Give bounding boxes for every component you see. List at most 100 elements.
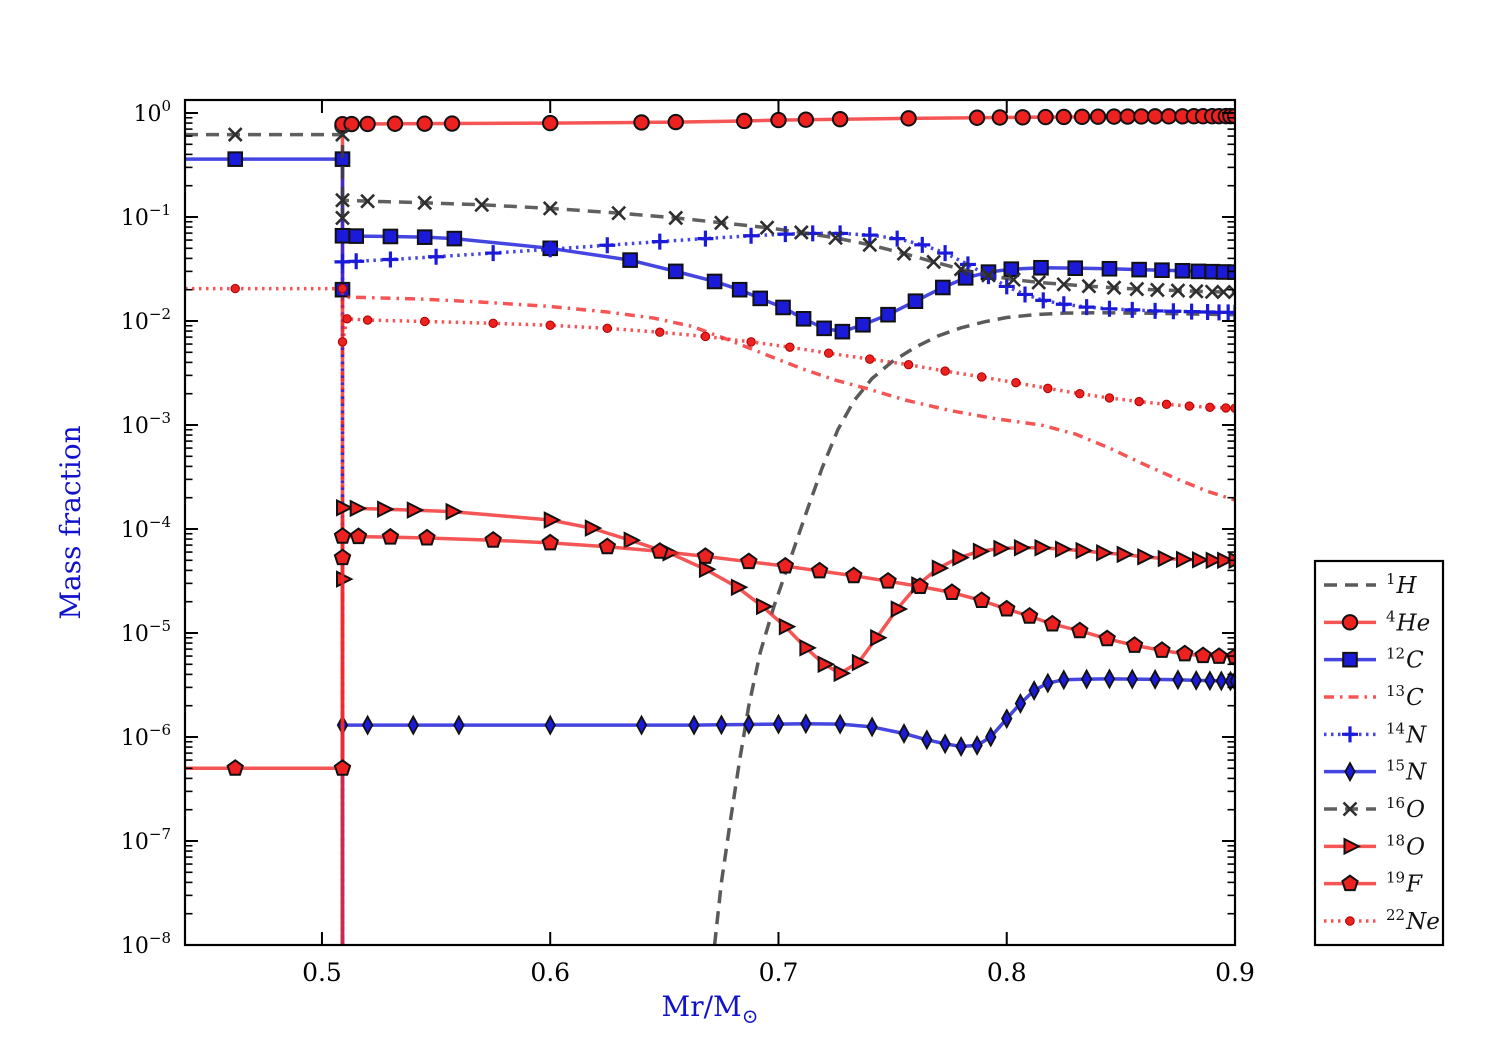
data-point-marker: [1031, 274, 1047, 290]
data-point-marker: [900, 110, 917, 127]
data-point-marker: [1147, 302, 1164, 319]
data-point-marker: [831, 110, 849, 128]
data-point-marker: [1154, 262, 1170, 278]
data-point-marker: [333, 759, 352, 776]
legend-item-19F: 19F: [1324, 869, 1423, 898]
series-4He-markers: [334, 107, 1234, 135]
y-tick-label: 10−5: [121, 617, 171, 647]
data-point-marker: [866, 716, 878, 738]
series-15N-markers: [336, 668, 1234, 757]
data-point-marker: [1172, 669, 1184, 691]
data-point-marker: [418, 528, 436, 546]
data-point-marker: [991, 109, 1009, 126]
legend-item-18O: 18O: [1324, 831, 1425, 860]
data-point-marker: [416, 115, 433, 132]
data-point-marker: [651, 233, 668, 250]
data-point-marker: [1078, 299, 1095, 316]
data-point-marker: [1037, 108, 1054, 126]
data-point-marker: [921, 729, 933, 751]
data-point-marker: [1028, 680, 1040, 701]
y-tick-label: 10−7: [121, 825, 171, 855]
legend-item-12C: 12C: [1324, 645, 1424, 674]
legend-label: 18O: [1386, 831, 1425, 860]
data-point-marker: [1116, 545, 1135, 564]
data-point-marker: [935, 279, 951, 296]
data-point-marker: [775, 299, 791, 316]
data-point-marker: [816, 320, 832, 337]
data-point-marker: [348, 228, 364, 244]
data-point-marker: [485, 245, 502, 262]
data-point-marker: [1343, 837, 1362, 856]
data-point-marker: [1341, 874, 1359, 892]
data-point-marker: [743, 227, 760, 244]
data-point-marker: [359, 115, 376, 133]
data-point-marker: [1042, 672, 1054, 694]
data-point-marker: [1014, 693, 1027, 714]
data-point-marker: [416, 229, 433, 245]
data-point-marker: [1075, 388, 1085, 399]
data-point-marker: [770, 111, 787, 129]
data-point-marker: [1080, 668, 1093, 690]
x-tick-label: 0.7: [759, 958, 799, 987]
legend: 1H 4He 12C 13C 14N 15N 16O 18O 19F 22Ne: [1313, 559, 1445, 947]
data-point-marker: [985, 726, 997, 748]
data-point-marker: [611, 205, 627, 221]
data-point-marker: [903, 360, 914, 370]
data-point-marker: [1217, 551, 1234, 570]
data-point-marker: [337, 337, 348, 347]
data-point-marker: [386, 115, 404, 132]
data-point-marker: [1205, 551, 1224, 570]
data-point-marker: [417, 195, 433, 211]
data-point-marker: [1191, 551, 1210, 569]
data-point-marker: [952, 548, 970, 567]
data-point-marker: [349, 527, 368, 545]
legend-label: 12C: [1386, 645, 1424, 674]
data-point-marker: [1210, 647, 1228, 664]
data-point-marker: [337, 283, 348, 294]
data-point-marker: [1194, 646, 1212, 664]
data-point-marker: [898, 723, 910, 745]
data-point-marker: [926, 254, 942, 270]
series-4He: [334, 107, 1234, 944]
data-point-marker: [1160, 108, 1178, 125]
series-13C-line: [340, 295, 1234, 944]
data-point-marker: [1174, 262, 1191, 279]
y-tick-label: 10−1: [121, 201, 171, 231]
data-point-marker: [706, 273, 723, 290]
x-tick-label: 0.5: [302, 958, 342, 987]
data-point-marker: [834, 713, 846, 735]
data-point-marker: [1175, 644, 1194, 662]
data-point-marker: [1344, 761, 1356, 783]
data-point-marker: [1204, 284, 1220, 300]
series-19F: [186, 527, 1234, 776]
data-point-marker: [453, 714, 465, 736]
data-point-marker: [939, 733, 951, 755]
data-point-marker: [542, 114, 559, 132]
data-point-marker: [731, 281, 748, 298]
series-16O-line: [186, 132, 1234, 294]
data-point-marker: [817, 655, 836, 674]
data-point-marker: [1001, 708, 1013, 730]
data-point-marker: [349, 499, 368, 518]
legend-label: 15N: [1386, 757, 1427, 786]
data-point-marker: [599, 237, 616, 254]
data-point-marker: [845, 566, 863, 584]
data-point-marker: [334, 227, 351, 244]
data-point-marker: [1153, 641, 1171, 658]
data-point-marker: [953, 261, 969, 277]
data-point-marker: [968, 109, 986, 126]
axis-tick-labels: 0.5 0.6 0.7 0.8 0.9 100 10−1 10−2 10−3 10−4 10−5 10…: [121, 97, 1255, 987]
data-point-marker: [752, 290, 769, 307]
data-point-marker: [333, 527, 352, 544]
data-point-marker: [335, 192, 350, 208]
data-point-marker: [1067, 260, 1084, 276]
series-15N: [336, 668, 1234, 944]
data-point-marker: [1103, 668, 1116, 690]
data-point-marker: [1205, 402, 1215, 412]
legend-item-14N: 14N: [1324, 719, 1427, 748]
data-point-marker: [972, 591, 991, 609]
data-point-marker: [227, 151, 244, 167]
data-point-marker: [993, 539, 1011, 558]
